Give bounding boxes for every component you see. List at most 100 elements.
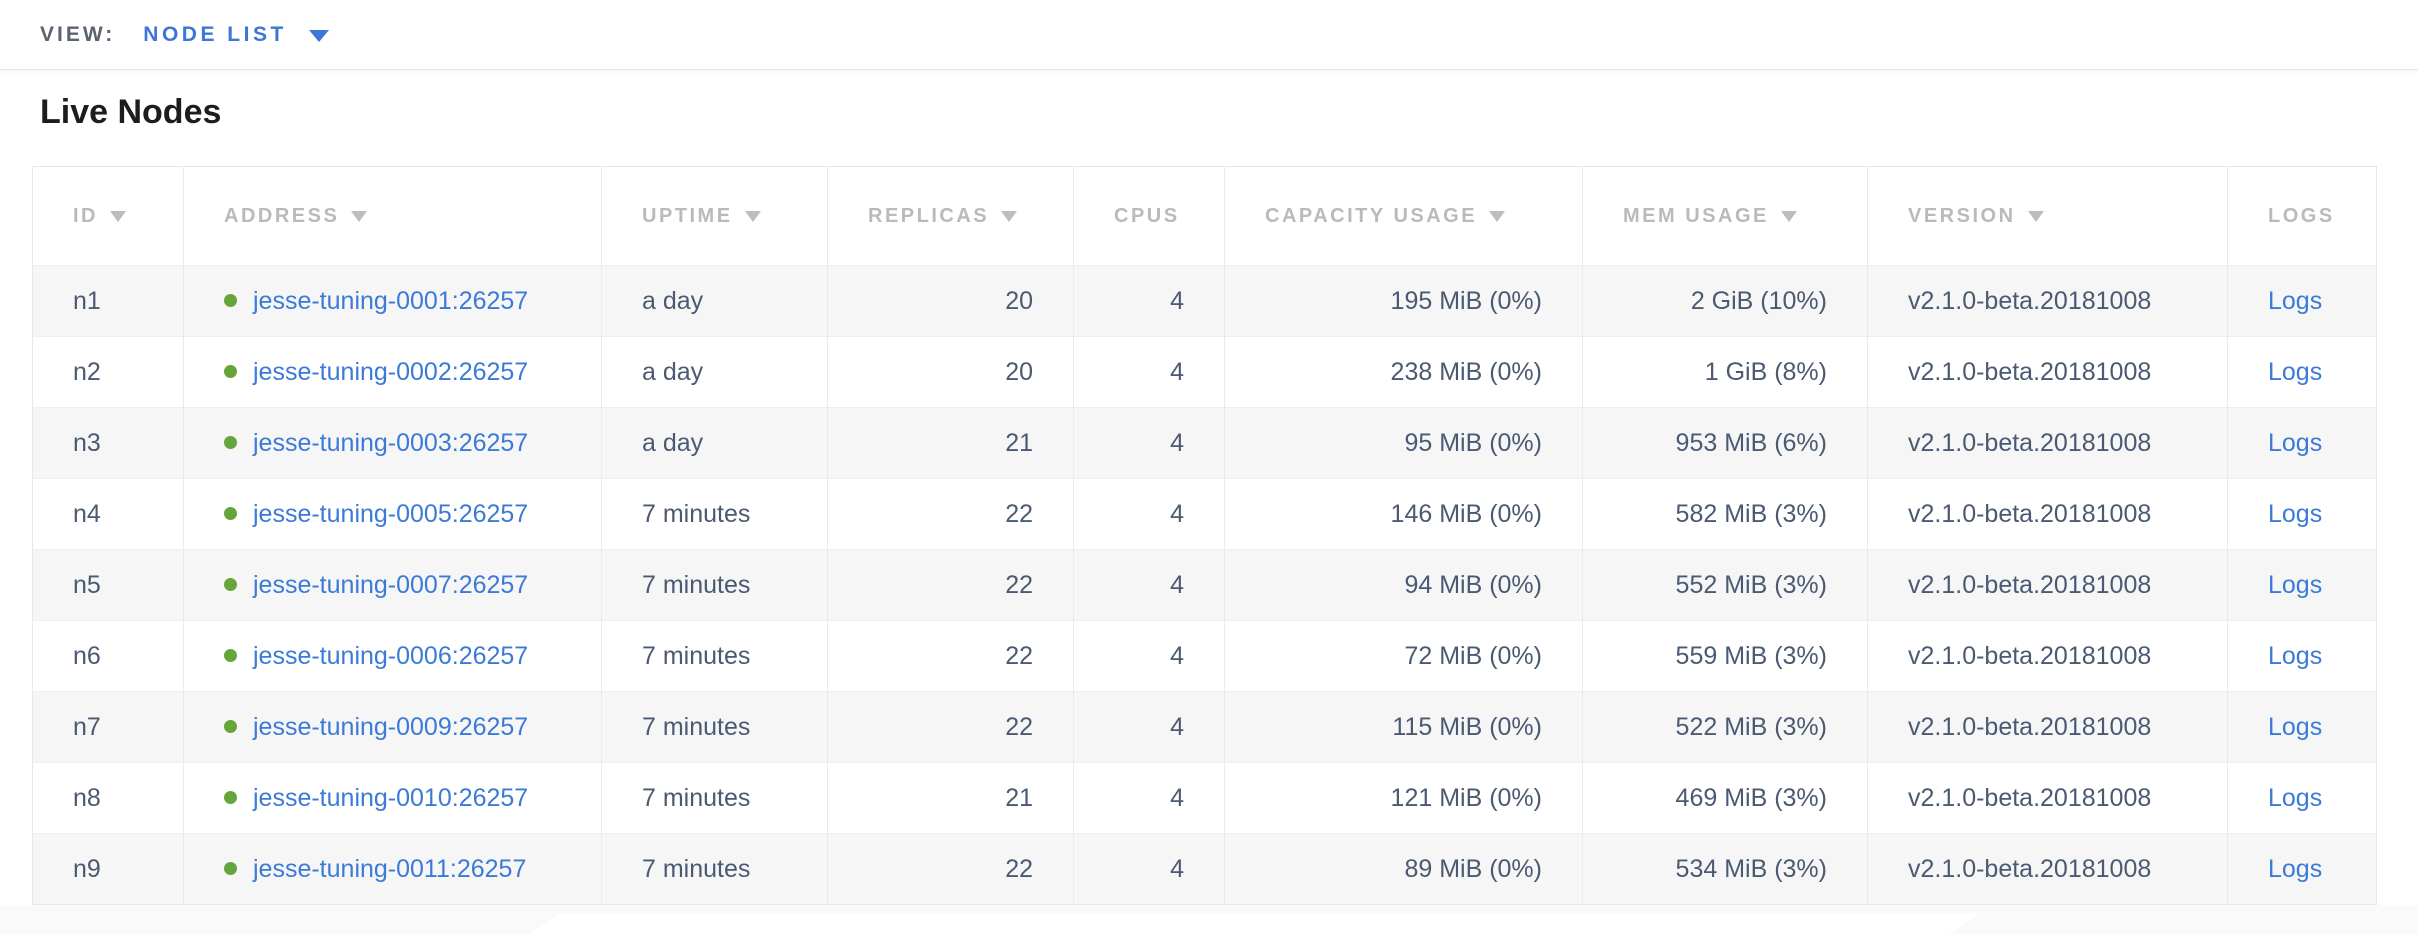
cell-address: jesse-tuning-0005:26257 <box>183 478 602 550</box>
cell-id: n7 <box>32 691 184 763</box>
node-table-row: n7 jesse-tuning-0009:26257 7 minutes 22 4 115… <box>32 691 2377 763</box>
column-header-mem[interactable]: MEM USAGE <box>1582 166 1868 266</box>
cell-logs: Logs <box>2227 620 2377 692</box>
cell-version: v2.1.0-beta.20181008 <box>1867 762 2228 834</box>
cell-mem: 559 MiB (3%) <box>1582 620 1868 692</box>
cell-uptime: 7 minutes <box>601 620 828 692</box>
caret-down-icon <box>308 30 329 42</box>
cell-cpus: 4 <box>1073 407 1225 479</box>
node-status-dot <box>224 435 237 449</box>
cell-version: v2.1.0-beta.20181008 <box>1867 478 2228 550</box>
node-address-link[interactable]: jesse-tuning-0010:26257 <box>253 783 529 812</box>
cell-logs: Logs <box>2227 762 2377 834</box>
column-header-uptime[interactable]: UPTIME <box>601 166 828 266</box>
cell-address: jesse-tuning-0007:26257 <box>183 549 602 621</box>
column-header-capacity[interactable]: CAPACITY USAGE <box>1224 166 1583 266</box>
column-header-id[interactable]: ID <box>32 166 184 266</box>
cell-logs: Logs <box>2227 336 2377 408</box>
cell-replicas: 22 <box>827 549 1074 621</box>
cell-mem: 552 MiB (3%) <box>1582 549 1868 621</box>
node-address-link[interactable]: jesse-tuning-0006:26257 <box>253 641 529 670</box>
sort-arrow-icon <box>351 210 368 222</box>
cell-address: jesse-tuning-0001:26257 <box>183 265 602 337</box>
node-table-row: n9 jesse-tuning-0011:26257 7 minutes 22 4 89 … <box>32 833 2377 905</box>
logs-link[interactable]: Logs <box>2268 712 2323 741</box>
column-header-label: ID <box>73 204 98 227</box>
node-address-link[interactable]: jesse-tuning-0005:26257 <box>253 499 529 528</box>
node-address-link[interactable]: jesse-tuning-0003:26257 <box>253 428 529 457</box>
column-header-version[interactable]: VERSION <box>1867 166 2228 266</box>
column-header-label: CAPACITY USAGE <box>1265 204 1478 227</box>
column-header-replicas[interactable]: REPLICAS <box>827 166 1074 266</box>
column-header-cpus: CPUS <box>1073 166 1225 266</box>
cell-capacity: 115 MiB (0%) <box>1224 691 1583 763</box>
cell-uptime: 7 minutes <box>601 691 828 763</box>
cell-cpus: 4 <box>1073 336 1225 408</box>
cell-version: v2.1.0-beta.20181008 <box>1867 549 2228 621</box>
cell-capacity: 195 MiB (0%) <box>1224 265 1583 337</box>
cell-capacity: 238 MiB (0%) <box>1224 336 1583 408</box>
column-header-label: LOGS <box>2268 204 2335 227</box>
node-status-dot <box>224 719 237 733</box>
node-table-row: n2 jesse-tuning-0002:26257 a day 20 4 238 MiB… <box>32 336 2377 408</box>
cell-logs: Logs <box>2227 265 2377 337</box>
node-address-link[interactable]: jesse-tuning-0011:26257 <box>253 854 527 883</box>
cell-replicas: 20 <box>827 336 1074 408</box>
column-header-label: VERSION <box>1908 204 2016 227</box>
node-address-link[interactable]: jesse-tuning-0007:26257 <box>253 570 529 599</box>
cell-id: n8 <box>32 762 184 834</box>
logs-link[interactable]: Logs <box>2268 357 2323 386</box>
cell-replicas: 21 <box>827 762 1074 834</box>
next-section-card-edge <box>474 913 1980 935</box>
cell-replicas: 21 <box>827 407 1074 479</box>
cell-uptime: a day <box>601 265 828 337</box>
page-title: Live Nodes <box>40 93 222 131</box>
cell-capacity: 121 MiB (0%) <box>1224 762 1583 834</box>
sort-arrow-icon <box>1780 210 1797 222</box>
cell-replicas: 22 <box>827 833 1074 905</box>
node-status-dot <box>224 648 237 662</box>
cell-cpus: 4 <box>1073 549 1225 621</box>
node-table-row: n8 jesse-tuning-0010:26257 7 minutes 21 4 121… <box>32 762 2377 834</box>
cell-cpus: 4 <box>1073 620 1225 692</box>
cell-id: n9 <box>32 833 184 905</box>
column-header-label: MEM USAGE <box>1623 204 1769 227</box>
column-header-label: CPUS <box>1114 204 1180 227</box>
view-mode-dropdown[interactable]: NODE LIST <box>143 23 329 47</box>
node-address-link[interactable]: jesse-tuning-0002:26257 <box>253 357 529 386</box>
cell-capacity: 72 MiB (0%) <box>1224 620 1583 692</box>
node-table-row: n6 jesse-tuning-0006:26257 7 minutes 22 4 72 … <box>32 620 2377 692</box>
node-address-link[interactable]: jesse-tuning-0001:26257 <box>253 286 529 315</box>
logs-link[interactable]: Logs <box>2268 499 2323 528</box>
cell-capacity: 89 MiB (0%) <box>1224 833 1583 905</box>
node-status-dot <box>224 577 237 591</box>
logs-link[interactable]: Logs <box>2268 783 2323 812</box>
cell-uptime: 7 minutes <box>601 549 828 621</box>
column-header-label: ADDRESS <box>224 204 340 227</box>
logs-link[interactable]: Logs <box>2268 286 2323 315</box>
node-status-dot <box>224 506 237 520</box>
cell-id: n5 <box>32 549 184 621</box>
cell-uptime: a day <box>601 336 828 408</box>
sort-arrow-icon <box>1489 210 1506 222</box>
node-address-link[interactable]: jesse-tuning-0009:26257 <box>253 712 529 741</box>
cell-logs: Logs <box>2227 833 2377 905</box>
column-header-address[interactable]: ADDRESS <box>183 166 602 266</box>
cell-mem: 582 MiB (3%) <box>1582 478 1868 550</box>
node-table-row: n3 jesse-tuning-0003:26257 a day 21 4 95 MiB … <box>32 407 2377 479</box>
logs-link[interactable]: Logs <box>2268 854 2323 883</box>
next-section-sliver <box>0 905 2418 935</box>
cell-id: n1 <box>32 265 184 337</box>
logs-link[interactable]: Logs <box>2268 428 2323 457</box>
sort-arrow-icon <box>1001 210 1018 222</box>
cell-version: v2.1.0-beta.20181008 <box>1867 265 2228 337</box>
cell-id: n3 <box>32 407 184 479</box>
cell-replicas: 22 <box>827 620 1074 692</box>
logs-link[interactable]: Logs <box>2268 570 2323 599</box>
logs-link[interactable]: Logs <box>2268 641 2323 670</box>
table-header-row: ID ADDRESS UPTIME REPLICAS CPUS CAPACITY USAG… <box>32 166 2377 266</box>
view-bar: VIEW: NODE LIST <box>0 0 2418 70</box>
cell-cpus: 4 <box>1073 691 1225 763</box>
cell-uptime: 7 minutes <box>601 762 828 834</box>
cell-version: v2.1.0-beta.20181008 <box>1867 691 2228 763</box>
